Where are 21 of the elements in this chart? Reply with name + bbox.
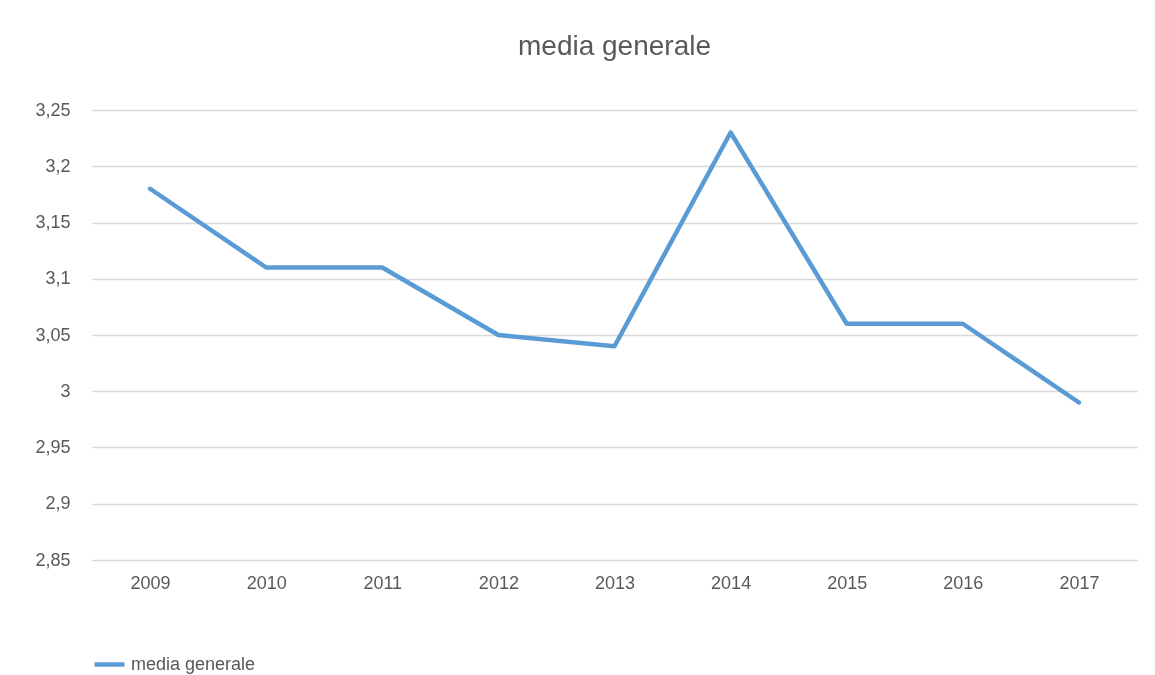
x-tick-label: 2009	[130, 572, 171, 593]
x-tick-label: 2017	[1059, 572, 1100, 593]
y-tick-label: 3,1	[45, 268, 71, 289]
x-tick-label: 2015	[827, 572, 868, 593]
y-tick-label: 3,25	[35, 99, 71, 120]
y-tick-label: 2,9	[45, 493, 71, 514]
y-tick-label: 2,85	[35, 549, 71, 570]
x-tick-label: 2013	[594, 572, 636, 593]
y-tick-label: 3	[60, 380, 71, 401]
x-tick-label: 2012	[478, 572, 519, 593]
legend-label: media generale	[131, 653, 256, 674]
x-tick-label: 2010	[246, 572, 287, 593]
chart-title: media generale	[517, 30, 712, 61]
x-tick-label: 2011	[363, 572, 403, 593]
y-tick-label: 3,2	[45, 155, 71, 176]
y-tick-label: 3,05	[35, 324, 71, 345]
y-tick-label: 2,95	[35, 437, 71, 457]
x-tick-label: 2016	[943, 572, 984, 593]
y-tick-label: 3,15	[35, 212, 71, 232]
line-series	[147, 130, 1082, 405]
x-tick-label: 2014	[711, 572, 752, 593]
